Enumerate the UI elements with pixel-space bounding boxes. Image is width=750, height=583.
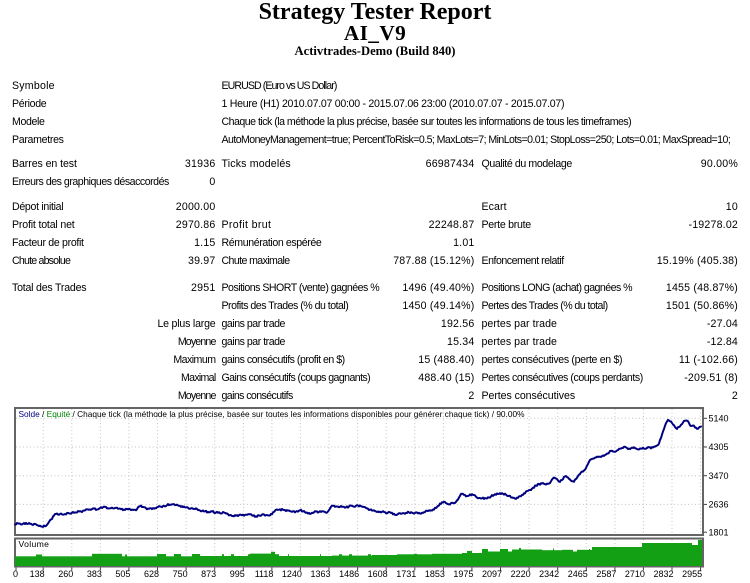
svg-text:1801: 1801	[709, 527, 729, 537]
svg-text:1608: 1608	[368, 569, 388, 579]
svg-text:2636: 2636	[709, 500, 729, 510]
svg-text:1975: 1975	[453, 569, 473, 579]
svg-text:383: 383	[87, 569, 102, 579]
svg-text:4305: 4305	[709, 442, 729, 452]
svg-text:Solde / Equité / Chaque tick (: Solde / Equité / Chaque tick (la méthode…	[19, 409, 526, 419]
svg-text:1118: 1118	[255, 569, 274, 579]
svg-text:1486: 1486	[339, 569, 359, 579]
svg-text:1363: 1363	[310, 569, 330, 579]
svg-text:0: 0	[13, 569, 18, 579]
svg-text:2955: 2955	[682, 569, 702, 579]
svg-text:1853: 1853	[425, 569, 445, 579]
svg-text:2097: 2097	[482, 569, 502, 579]
svg-text:750: 750	[173, 569, 188, 579]
svg-text:260: 260	[58, 569, 73, 579]
svg-text:2465: 2465	[568, 569, 588, 579]
svg-text:2832: 2832	[653, 569, 673, 579]
svg-text:1731: 1731	[396, 569, 416, 579]
svg-text:Volume: Volume	[19, 539, 50, 549]
svg-text:505: 505	[115, 569, 130, 579]
svg-text:873: 873	[201, 569, 216, 579]
svg-text:2587: 2587	[596, 569, 616, 579]
svg-text:628: 628	[144, 569, 159, 579]
svg-text:2342: 2342	[539, 569, 559, 579]
svg-text:5140: 5140	[709, 414, 729, 424]
svg-text:2710: 2710	[625, 569, 645, 579]
svg-text:995: 995	[230, 569, 245, 579]
svg-text:3470: 3470	[709, 471, 729, 481]
svg-text:138: 138	[30, 569, 45, 579]
svg-text:2220: 2220	[511, 569, 531, 579]
svg-text:1240: 1240	[282, 569, 302, 579]
